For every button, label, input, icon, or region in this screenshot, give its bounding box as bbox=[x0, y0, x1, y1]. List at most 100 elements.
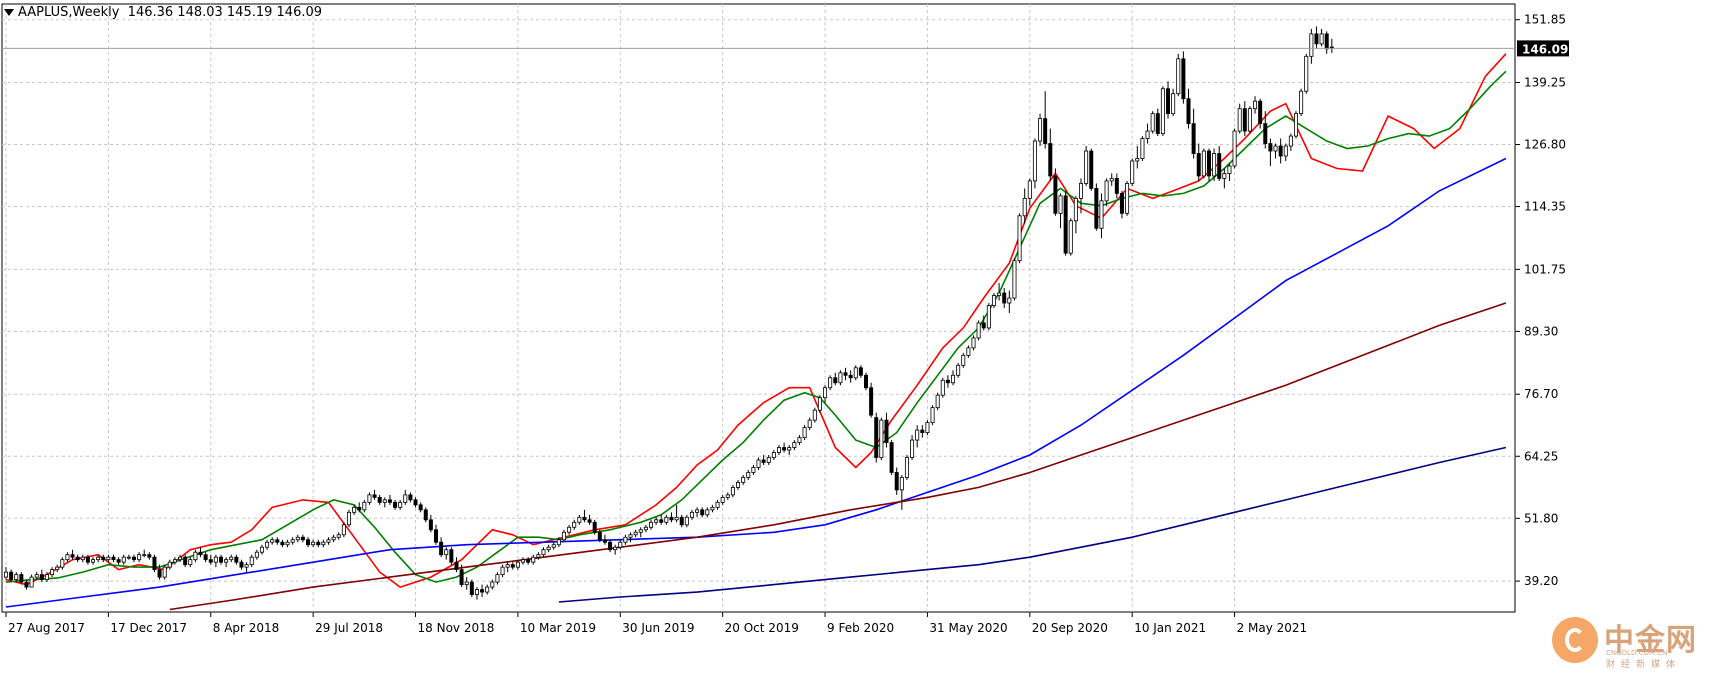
candle bbox=[1017, 213, 1022, 264]
y-tick-label: 114.35 bbox=[1524, 200, 1566, 214]
candle-body bbox=[418, 504, 423, 511]
candle bbox=[459, 564, 464, 588]
candle-body bbox=[433, 529, 438, 543]
candle bbox=[1043, 91, 1048, 149]
candle-body bbox=[91, 559, 96, 563]
y-tick-label: 76.70 bbox=[1524, 387, 1558, 401]
candle bbox=[1232, 128, 1237, 169]
candle bbox=[321, 539, 326, 548]
candle-body bbox=[1058, 195, 1063, 214]
chart-grid bbox=[1, 3, 1516, 613]
candle bbox=[377, 494, 382, 505]
candle bbox=[1278, 138, 1283, 164]
candle-body bbox=[1181, 58, 1186, 100]
candle bbox=[331, 534, 336, 543]
watermark-brand: 中金网 bbox=[1604, 623, 1697, 658]
candle bbox=[469, 579, 474, 598]
candle bbox=[413, 497, 418, 508]
candle bbox=[474, 587, 479, 600]
candle bbox=[669, 512, 674, 523]
candle-body bbox=[321, 541, 326, 546]
candle-body bbox=[147, 554, 152, 558]
candle-body bbox=[1283, 145, 1288, 157]
candle-body bbox=[853, 367, 858, 379]
candle-body bbox=[367, 494, 372, 503]
candle bbox=[736, 479, 741, 490]
candle-body bbox=[884, 419, 889, 443]
candle-body bbox=[976, 322, 981, 339]
candle-body bbox=[480, 589, 485, 593]
candle bbox=[1288, 133, 1293, 152]
candle bbox=[710, 504, 715, 513]
candle bbox=[1114, 173, 1119, 199]
candle-body bbox=[1314, 33, 1319, 45]
candle bbox=[592, 519, 597, 535]
candle-body bbox=[1145, 130, 1150, 139]
candle-body bbox=[326, 539, 331, 543]
candle bbox=[654, 517, 659, 525]
candle bbox=[1283, 143, 1288, 161]
x-tick-label: 9 Feb 2020 bbox=[827, 621, 894, 635]
candle-body bbox=[157, 569, 162, 578]
candle-body bbox=[1222, 173, 1227, 179]
candle bbox=[352, 504, 357, 515]
candle-body bbox=[1104, 180, 1109, 202]
candle-body bbox=[751, 467, 756, 473]
candle-body bbox=[1109, 178, 1114, 182]
candle bbox=[1314, 26, 1319, 49]
candle-body bbox=[80, 556, 85, 561]
candle bbox=[50, 567, 55, 578]
candle-body bbox=[224, 559, 229, 563]
candle-body bbox=[244, 564, 249, 568]
last-price-label: 146.09 bbox=[1522, 42, 1568, 56]
candle bbox=[782, 442, 787, 453]
candle bbox=[945, 375, 950, 388]
candle-body bbox=[1089, 150, 1094, 189]
candle bbox=[608, 539, 613, 553]
candle-body bbox=[172, 559, 177, 563]
candle bbox=[96, 554, 101, 563]
candle bbox=[787, 445, 792, 456]
candle-body bbox=[746, 472, 751, 478]
candle-body bbox=[510, 564, 515, 568]
candle bbox=[1099, 193, 1104, 239]
candle bbox=[428, 514, 433, 533]
candle-body bbox=[1002, 292, 1007, 304]
candle bbox=[797, 435, 802, 446]
dropdown-triangle-icon[interactable] bbox=[4, 9, 14, 16]
candle-body bbox=[587, 519, 592, 523]
candle-body bbox=[408, 494, 413, 501]
candle-body bbox=[1155, 113, 1160, 134]
candle bbox=[940, 377, 945, 398]
candle bbox=[618, 539, 623, 550]
candle-body bbox=[1135, 158, 1140, 162]
candle-body bbox=[761, 459, 766, 463]
candle bbox=[587, 514, 592, 525]
candle bbox=[521, 557, 526, 565]
candle bbox=[869, 382, 874, 418]
candle bbox=[684, 514, 689, 528]
candle-body bbox=[1084, 150, 1089, 184]
candle bbox=[695, 507, 700, 518]
candle bbox=[1145, 123, 1150, 144]
candle-body bbox=[838, 372, 843, 384]
candle-body bbox=[1263, 123, 1268, 144]
candle bbox=[1253, 96, 1258, 114]
ma-line-ma_slow bbox=[5, 157, 1507, 608]
candle-body bbox=[459, 569, 464, 585]
candle bbox=[991, 293, 996, 308]
candle-body bbox=[1166, 88, 1171, 115]
candle bbox=[828, 375, 833, 391]
candle-body bbox=[121, 556, 126, 563]
candle bbox=[546, 544, 551, 553]
x-tick-label: 20 Sep 2020 bbox=[1032, 621, 1108, 635]
candle-body bbox=[183, 556, 188, 566]
candle bbox=[167, 559, 172, 570]
candle bbox=[393, 499, 398, 510]
candle-body bbox=[1012, 260, 1017, 299]
candle-body bbox=[464, 581, 469, 585]
candle bbox=[802, 425, 807, 441]
candle bbox=[372, 489, 377, 500]
candle bbox=[597, 529, 602, 543]
